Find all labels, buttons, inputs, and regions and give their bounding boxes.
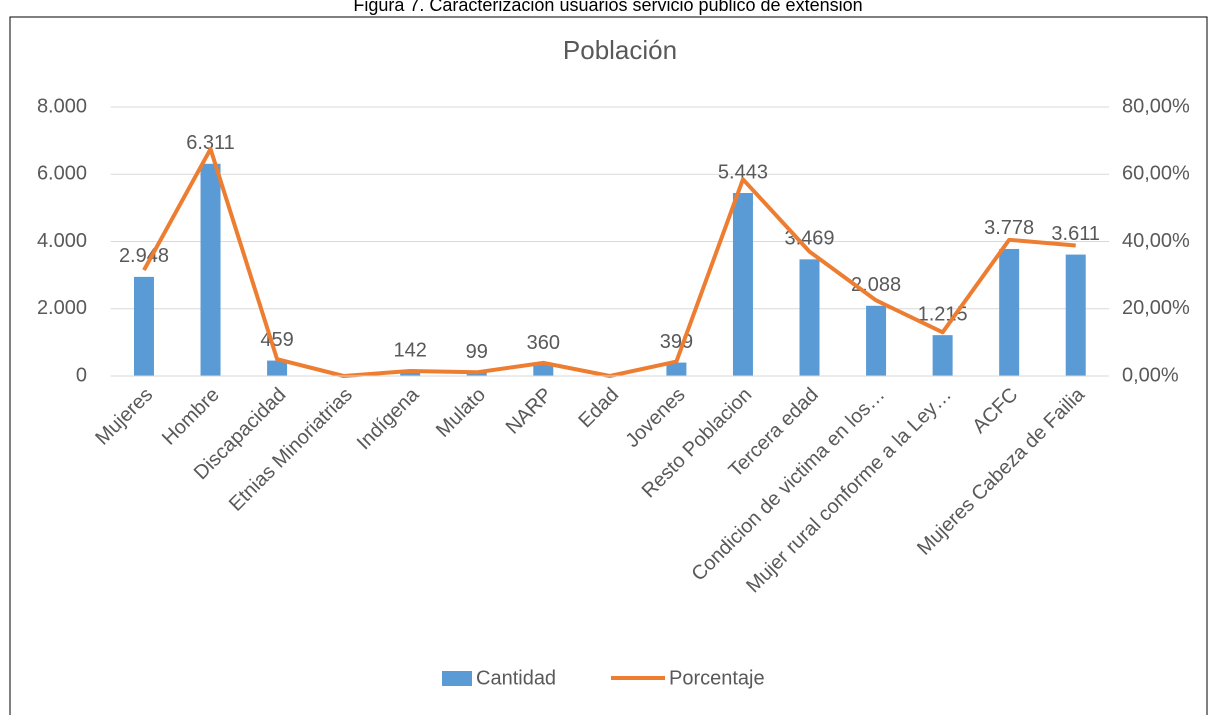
bar xyxy=(866,305,887,376)
bar xyxy=(666,362,687,376)
bar xyxy=(267,360,288,376)
y-tick-label: 4.000 xyxy=(37,230,87,252)
bar xyxy=(1065,254,1086,376)
y2-tick-label: 80,00% xyxy=(1122,95,1190,117)
bar xyxy=(200,163,221,376)
bar xyxy=(732,192,753,376)
data-label: 99 xyxy=(466,341,488,363)
bar xyxy=(400,371,421,376)
data-label: 3.469 xyxy=(784,228,834,250)
data-label: 142 xyxy=(394,340,427,362)
bar xyxy=(466,372,487,376)
data-label: 3.778 xyxy=(984,217,1034,239)
legend-swatch xyxy=(442,671,472,686)
caption: Figura 7. Caracterización usuarios servi… xyxy=(353,0,862,15)
data-label: 2.948 xyxy=(119,245,169,267)
y2-tick-label: 20,00% xyxy=(1122,297,1190,319)
bar xyxy=(533,363,554,376)
bar xyxy=(799,259,820,376)
bar xyxy=(999,248,1020,376)
data-label: 5.443 xyxy=(718,161,768,183)
y2-tick-label: 60,00% xyxy=(1122,163,1190,185)
data-label: 459 xyxy=(260,329,293,351)
chart-frame xyxy=(9,16,1208,715)
bar xyxy=(133,276,154,376)
y2-tick-label: 0,00% xyxy=(1122,364,1179,386)
legend-label: Porcentaje xyxy=(669,667,765,689)
y-tick-label: 6.000 xyxy=(37,163,87,185)
data-label: 1.215 xyxy=(918,303,968,325)
y-tick-label: 0 xyxy=(76,364,87,386)
y-tick-label: 2.000 xyxy=(37,297,87,319)
chart-title: Población xyxy=(563,35,677,65)
data-label: 360 xyxy=(527,332,560,354)
bar xyxy=(932,335,953,376)
data-label: 6.311 xyxy=(186,132,235,154)
y2-tick-label: 40,00% xyxy=(1122,230,1190,252)
data-label: 3.611 xyxy=(1051,223,1100,245)
y-tick-label: 8.000 xyxy=(37,95,87,117)
legend-label: Cantidad xyxy=(476,667,556,689)
